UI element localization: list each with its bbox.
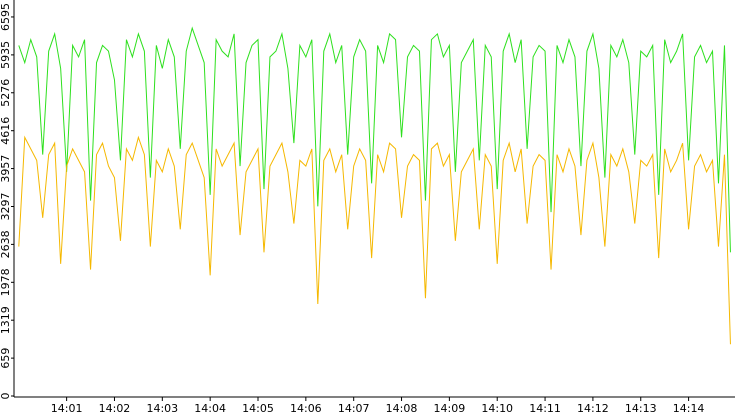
x-tick-label: 14:10 xyxy=(481,402,513,415)
x-tick-label: 14:01 xyxy=(51,402,83,415)
x-tick-label: 14:09 xyxy=(434,402,466,415)
x-tick-label: 14:04 xyxy=(194,402,226,415)
y-tick-label: 2638 xyxy=(0,230,12,258)
x-tick-label: 14:08 xyxy=(386,402,418,415)
y-tick-label: 4616 xyxy=(0,117,12,145)
x-tick-label: 14:02 xyxy=(99,402,131,415)
y-tick-label: 3957 xyxy=(0,155,12,183)
x-tick-label: 14:12 xyxy=(577,402,609,415)
x-tick-label: 14:07 xyxy=(338,402,370,415)
x-tick-label: 14:05 xyxy=(242,402,274,415)
x-tick-label: 14:11 xyxy=(529,402,561,415)
y-tick-label: 3297 xyxy=(0,193,12,221)
x-tick-label: 14:03 xyxy=(146,402,178,415)
data-line xyxy=(18,135,731,345)
x-tick-label: 14:14 xyxy=(673,402,705,415)
y-tick-label: 6595 xyxy=(0,3,12,31)
y-tick-label: 5935 xyxy=(0,41,12,69)
x-tick-label: 14:13 xyxy=(625,402,657,415)
y-tick-label: 1319 xyxy=(0,306,12,334)
data-line xyxy=(18,26,731,253)
y-tick-label: 659 xyxy=(0,348,12,369)
y-tick-label: 1978 xyxy=(0,268,12,296)
y-tick-label: 5276 xyxy=(0,79,12,107)
x-tick-label: 14:06 xyxy=(290,402,322,415)
y-tick-label: 0 xyxy=(0,393,12,400)
